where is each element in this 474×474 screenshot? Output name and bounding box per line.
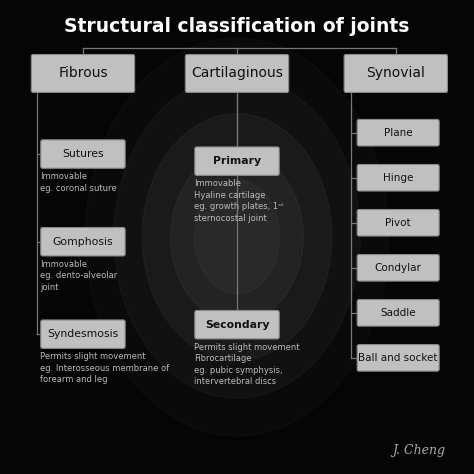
Text: Condylar: Condylar	[375, 263, 421, 273]
Ellipse shape	[171, 152, 303, 322]
Ellipse shape	[114, 76, 360, 398]
Text: Secondary: Secondary	[205, 319, 269, 330]
Text: Hinge: Hinge	[383, 173, 413, 183]
FancyBboxPatch shape	[357, 345, 439, 371]
Text: Immovable
eg. dento-alveolar
joint: Immovable eg. dento-alveolar joint	[40, 260, 118, 292]
Text: Pivot: Pivot	[385, 218, 411, 228]
Text: Permits slight movement
Fibrocartilage
eg. pubic symphysis,
intervertebral discs: Permits slight movement Fibrocartilage e…	[194, 343, 300, 386]
FancyBboxPatch shape	[41, 320, 125, 348]
FancyBboxPatch shape	[185, 55, 289, 92]
Text: Synovial: Synovial	[366, 66, 425, 81]
FancyBboxPatch shape	[41, 228, 125, 256]
FancyBboxPatch shape	[357, 210, 439, 236]
Text: Syndesmosis: Syndesmosis	[47, 329, 118, 339]
Text: Immovable
Hyaline cartilage
eg. growth plates, 1ˢᵗ
sternocostal joint: Immovable Hyaline cartilage eg. growth p…	[194, 179, 284, 222]
Ellipse shape	[142, 114, 332, 360]
FancyBboxPatch shape	[357, 119, 439, 146]
Ellipse shape	[85, 38, 389, 436]
FancyBboxPatch shape	[195, 147, 279, 175]
Ellipse shape	[194, 180, 280, 294]
Text: Plane: Plane	[384, 128, 412, 138]
FancyBboxPatch shape	[195, 310, 279, 339]
Text: Gomphosis: Gomphosis	[53, 237, 113, 247]
Text: Saddle: Saddle	[380, 308, 416, 318]
Text: Permits slight movement
eg. Interosseous membrane of
forearm and leg: Permits slight movement eg. Interosseous…	[40, 352, 169, 384]
Text: J. Cheng: J. Cheng	[392, 445, 446, 457]
FancyBboxPatch shape	[31, 55, 135, 92]
Text: Ball and socket: Ball and socket	[358, 353, 438, 363]
Text: Cartilaginous: Cartilaginous	[191, 66, 283, 81]
Text: Immovable
eg. coronal suture: Immovable eg. coronal suture	[40, 172, 117, 192]
FancyBboxPatch shape	[357, 164, 439, 191]
Text: Primary: Primary	[213, 156, 261, 166]
FancyBboxPatch shape	[357, 300, 439, 326]
Text: Fibrous: Fibrous	[58, 66, 108, 81]
Text: Sutures: Sutures	[62, 149, 104, 159]
FancyBboxPatch shape	[357, 255, 439, 281]
Text: Structural classification of joints: Structural classification of joints	[64, 17, 410, 36]
FancyBboxPatch shape	[41, 140, 125, 168]
FancyBboxPatch shape	[344, 55, 447, 92]
